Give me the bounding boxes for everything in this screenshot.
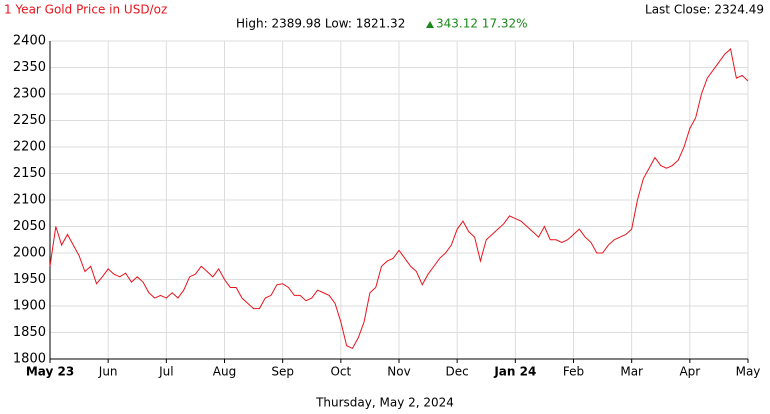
y-tick-label: 2050 <box>13 219 46 234</box>
y-tick-label: 2250 <box>13 113 46 128</box>
y-tick-label: 1950 <box>13 272 46 287</box>
x-tick-label: Apr <box>679 365 700 379</box>
y-tick-label: 2000 <box>13 246 46 261</box>
y-tick-label: 1800 <box>13 352 46 367</box>
x-tick-label: Aug <box>213 365 236 379</box>
up-arrow <box>426 21 434 28</box>
x-tick-label: Dec <box>446 365 469 379</box>
y-tick-label: 1900 <box>13 299 46 314</box>
x-tick-label: Oct <box>330 365 351 379</box>
x-tick-label: May 23 <box>26 365 74 379</box>
y-tick-label: 2350 <box>13 60 46 75</box>
change: 343.12 17.32% <box>436 17 528 31</box>
y-tick-label: 2400 <box>13 34 46 49</box>
y-tick-label: 2150 <box>13 166 46 181</box>
x-tick-label: Jul <box>158 365 173 379</box>
x-tick-label: Mar <box>620 365 643 379</box>
y-tick-label: 1850 <box>13 325 46 340</box>
date: Thursday, May 2, 2024 <box>315 396 454 410</box>
chart-title: 1 Year Gold Price in USD/oz <box>4 3 167 17</box>
x-tick-label: Jun <box>98 365 118 379</box>
x-tick-label: Jan 24 <box>493 365 536 379</box>
y-tick-label: 2100 <box>13 193 46 208</box>
x-tick-label: Feb <box>563 365 584 379</box>
x-tick-label: Nov <box>387 365 410 379</box>
x-tick-label: Sep <box>271 365 294 379</box>
y-tick-label: 2300 <box>13 87 46 102</box>
price-line <box>49 47 749 350</box>
x-tick-label: May <box>736 365 761 379</box>
y-tick-label: 2200 <box>13 140 46 155</box>
stats: High: 2389.98 Low: 1821.32 <box>236 17 405 31</box>
last-close: Last Close: 2324.49 <box>645 3 764 17</box>
